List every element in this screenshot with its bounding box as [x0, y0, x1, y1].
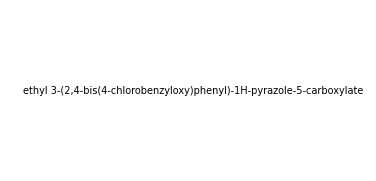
Text: ethyl 3-(2,4-bis(4-chlorobenzyloxy)phenyl)-1H-pyrazole-5-carboxylate: ethyl 3-(2,4-bis(4-chlorobenzyloxy)pheny…	[23, 86, 363, 96]
